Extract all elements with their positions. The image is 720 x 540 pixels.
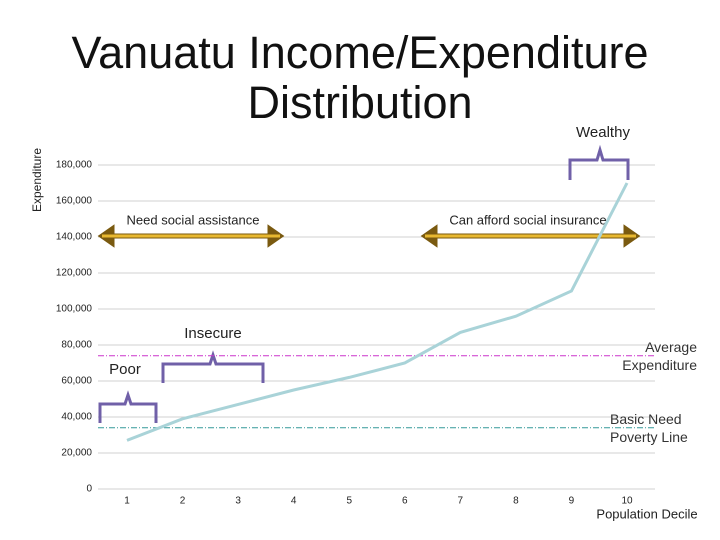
y-tick-label: 160,000 [56, 196, 93, 207]
y-tick-label: 120,000 [56, 268, 93, 279]
annotation: Poor [109, 361, 141, 378]
brace [568, 144, 630, 180]
y-tick-label: 180,000 [56, 160, 93, 171]
series-line [126, 182, 629, 442]
reference-label: Basic Need Poverty Line [610, 411, 688, 445]
chart-title: Vanuatu Income/Expenditure Distribution [71, 27, 649, 128]
y-tick-label: 140,000 [56, 232, 93, 243]
x-tick-label: 2 [180, 496, 186, 507]
x-tick-label: 7 [458, 496, 464, 507]
reference-label: Average Expenditure [622, 339, 697, 373]
x-tick-label: 5 [346, 496, 352, 507]
x-tick-label: 10 [621, 496, 633, 507]
brace [161, 350, 265, 383]
x-axis-label: Population Decile [596, 506, 697, 521]
x-tick-label: 4 [291, 496, 297, 507]
annotation: Wealthy [576, 124, 630, 141]
annotation: Insecure [184, 325, 242, 342]
y-tick-label: 100,000 [56, 304, 93, 315]
y-tick-label: 40,000 [61, 412, 92, 423]
x-tick-label: 8 [513, 496, 519, 507]
x-tick-label: 3 [235, 496, 241, 507]
x-tick-label: 6 [402, 496, 408, 507]
y-tick-label: 60,000 [61, 376, 92, 387]
x-tick-label: 1 [124, 496, 130, 507]
y-axis-label: Expenditure [30, 148, 44, 212]
y-tick-label: 0 [86, 484, 92, 495]
brace [98, 390, 158, 423]
annotation: Can afford social insurance [449, 212, 606, 227]
annotation: Need social assistance [127, 212, 260, 227]
x-tick-label: 9 [569, 496, 575, 507]
y-tick-label: 80,000 [61, 340, 92, 351]
y-tick-label: 20,000 [61, 448, 92, 459]
